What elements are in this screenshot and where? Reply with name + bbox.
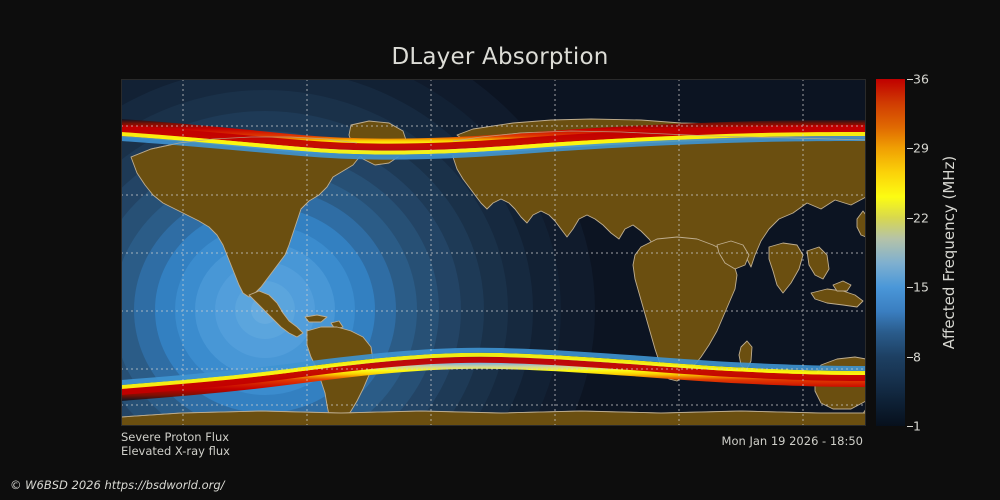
colorbar-tickmark bbox=[907, 217, 913, 219]
page-title: DLayer Absorption bbox=[391, 44, 609, 70]
coastline-overlay bbox=[121, 130, 866, 418]
credit-label: © W6BSD 2026 https://bsdworld.org/ bbox=[10, 478, 225, 492]
world-absorption-map[interactable] bbox=[121, 79, 866, 426]
map-canvas bbox=[121, 79, 866, 426]
colorbar-tick-15: 15 bbox=[913, 279, 929, 295]
colorbar-tick-22: 22 bbox=[913, 210, 929, 226]
colorbar-tick-8: 8 bbox=[913, 349, 921, 365]
map-border bbox=[121, 79, 866, 426]
colorbar-tick-36: 36 bbox=[913, 71, 929, 87]
colorbar-tickmark bbox=[907, 79, 913, 80]
alert-elevated-xray-flux: Elevated X-ray flux bbox=[121, 444, 230, 458]
alert-severe-proton-flux: Severe Proton Flux bbox=[121, 430, 230, 444]
colorbar-gradient bbox=[876, 79, 905, 426]
colorbar-tickmark bbox=[907, 148, 913, 150]
colorbar-tick-1: 1 bbox=[913, 418, 921, 434]
colorbar-tickmark bbox=[907, 426, 913, 427]
colorbar-tickmark bbox=[907, 356, 913, 358]
graticule bbox=[121, 79, 866, 426]
timestamp-label: Mon Jan 19 2026 - 18:50 bbox=[721, 434, 863, 448]
colorbar-axis-label: Affected Frequency (MHz) bbox=[940, 155, 958, 350]
colorbar-tick-29: 29 bbox=[913, 140, 929, 156]
south-polar-absorption-band bbox=[121, 347, 866, 401]
colorbar[interactable]: 36 29 22 15 8 1 bbox=[876, 72, 929, 434]
colorbar-tickmark bbox=[907, 287, 913, 289]
